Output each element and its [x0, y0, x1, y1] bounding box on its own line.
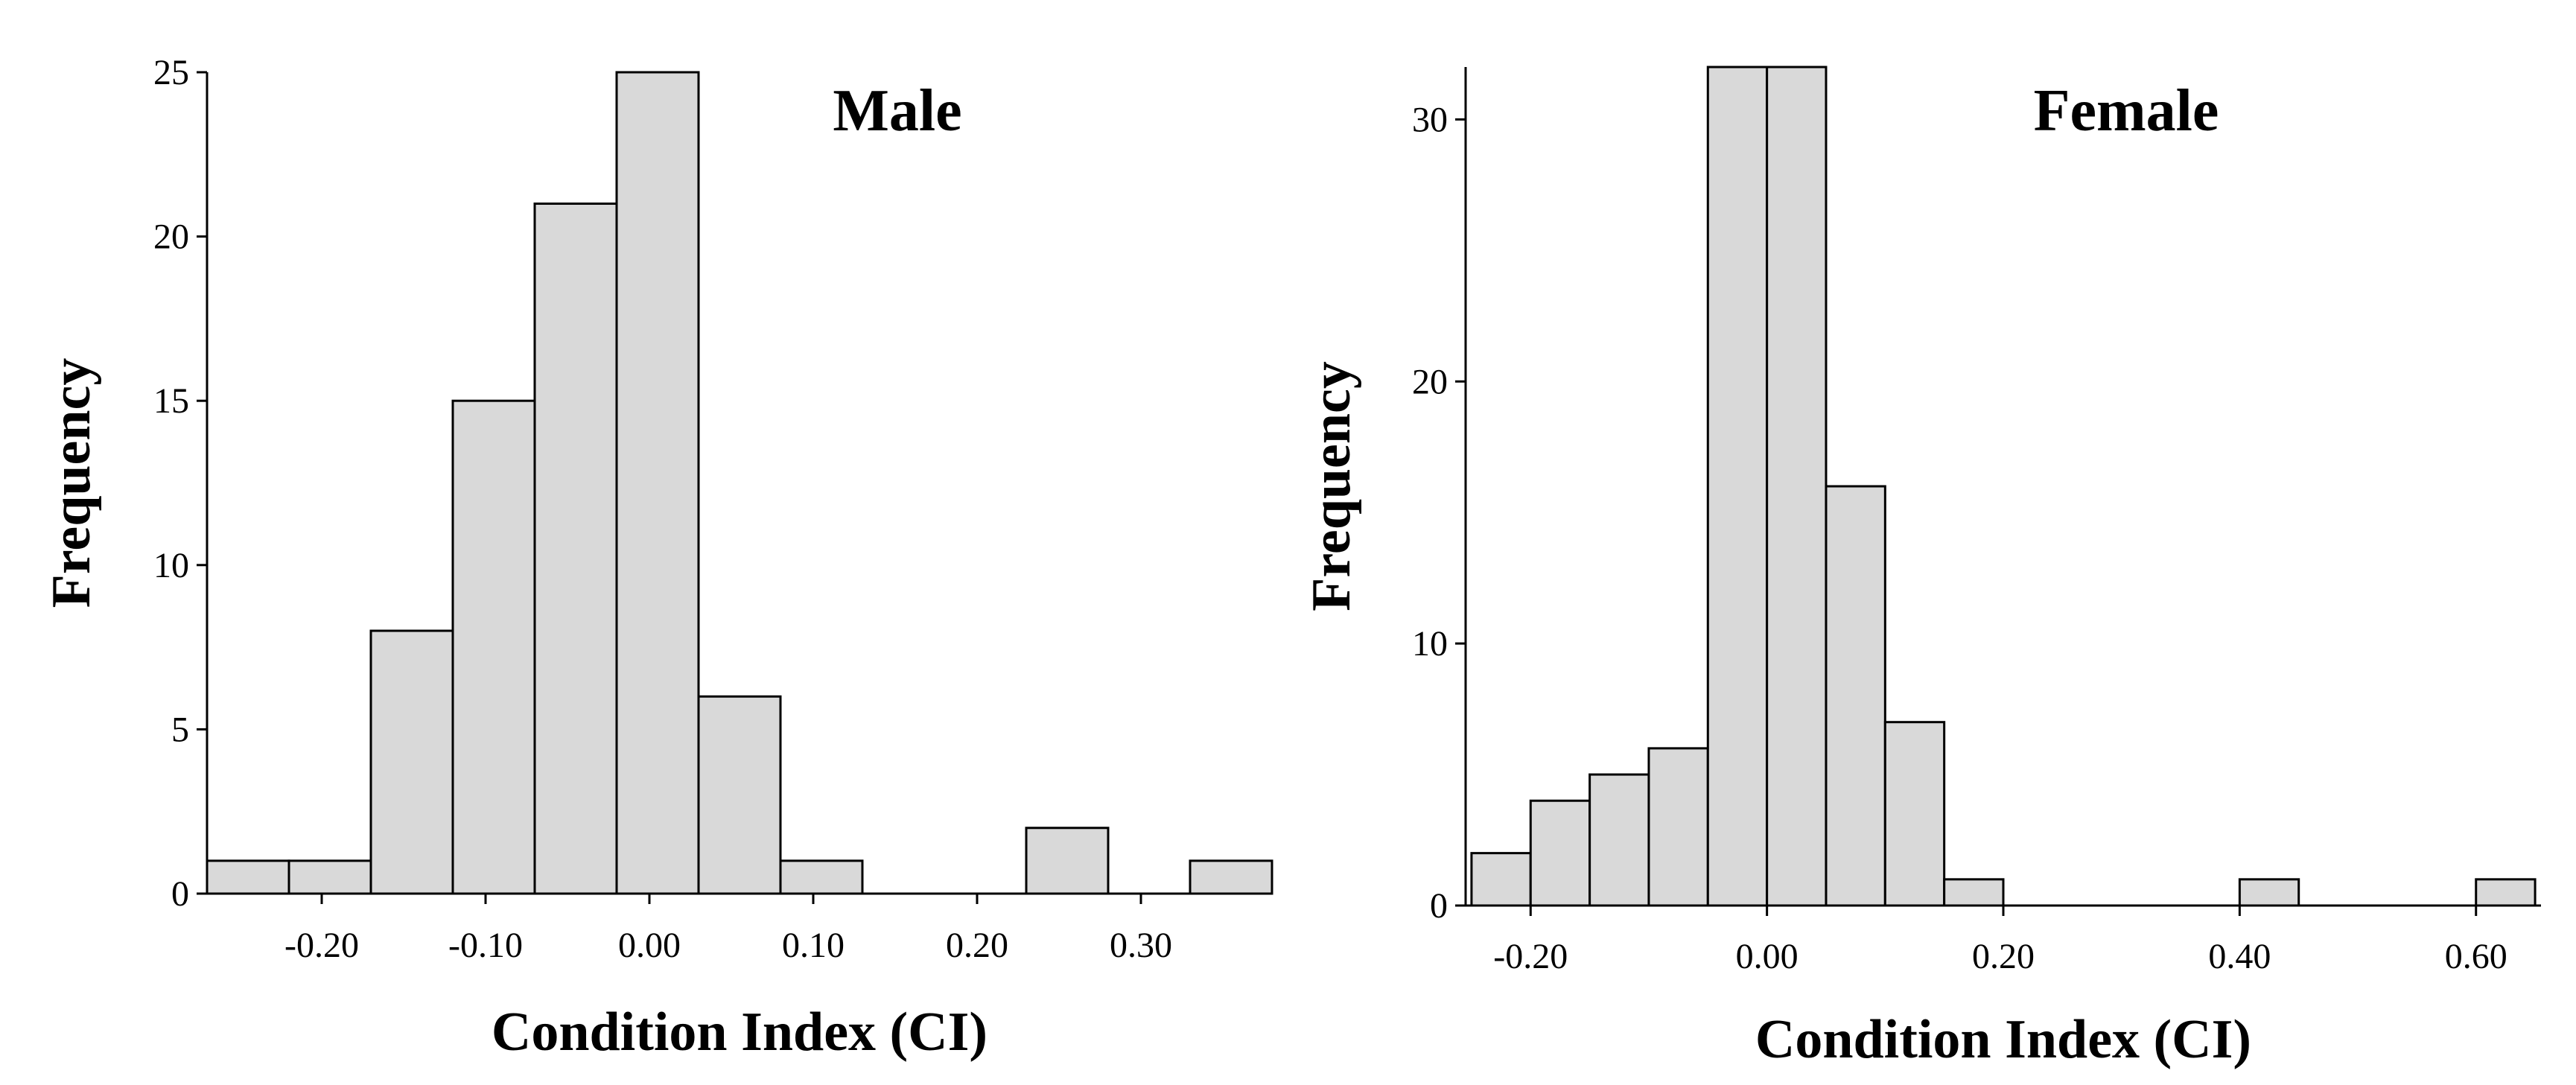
- female-x-tick-label: 0.00: [1736, 937, 1799, 976]
- male-x-tick-label: 0.30: [1110, 926, 1172, 965]
- female-bar: [1529, 799, 1591, 907]
- male-x-tick-label: 0.20: [946, 926, 1008, 965]
- female-panel-title: Female: [2034, 78, 2219, 144]
- female-y-tick-label: 20: [1412, 362, 1448, 401]
- male-bar: [697, 695, 782, 895]
- female-bar: [1470, 852, 1532, 907]
- male-y-tick-label: 15: [153, 381, 189, 421]
- male-bar: [206, 859, 290, 895]
- male-bar: [451, 399, 536, 895]
- female-y-tick-label: 10: [1412, 624, 1448, 664]
- male-x-tick-label: 0.00: [618, 926, 681, 965]
- female-bar: [1943, 878, 2005, 907]
- female-x-tick-label: 0.20: [1972, 937, 2035, 976]
- female-x-tick-label: -0.20: [1493, 937, 1568, 976]
- female-bar: [1825, 485, 1886, 907]
- male-y-tick-label: 20: [153, 217, 189, 257]
- male-x-axis-title: Condition Index (CI): [492, 1002, 988, 1063]
- female-y-tick-label: 30: [1412, 100, 1448, 139]
- male-bar: [615, 71, 700, 895]
- male-y-tick-label: 10: [153, 546, 189, 585]
- male-bar: [1025, 827, 1110, 895]
- female-bar: [1588, 773, 1650, 907]
- female-bar: [1706, 66, 1769, 907]
- male-bar: [533, 202, 618, 895]
- female-bar: [2238, 878, 2300, 907]
- female-bar: [1883, 721, 1946, 907]
- female-bar: [1647, 747, 1709, 907]
- male-bar: [1189, 859, 1273, 895]
- male-bar: [287, 859, 372, 895]
- female-x-tick-label: 0.40: [2208, 937, 2271, 976]
- female-histogram-panel: 0 10 20 30 -0.20 0.00 0.20 0.40 0.60 Female Condit…: [1301, 66, 2541, 1070]
- female-bar: [1766, 66, 1828, 907]
- female-bar: [2475, 878, 2537, 907]
- male-bar: [369, 629, 454, 895]
- male-bar: [779, 859, 864, 895]
- female-x-axis-title: Condition Index (CI): [1755, 1009, 2251, 1070]
- male-x-tick-label: 0.10: [782, 926, 845, 965]
- female-x-tick-label: 0.60: [2445, 937, 2507, 976]
- male-y-axis-title: Frequency: [41, 358, 102, 608]
- male-y-tick-label: 25: [153, 53, 189, 92]
- male-x-tick-label: -0.10: [448, 926, 523, 965]
- female-y-axis-title: Frequency: [1301, 361, 1362, 611]
- male-y-tick-label: 5: [171, 710, 189, 749]
- male-panel-title: Male: [833, 78, 961, 144]
- male-x-tick-label: -0.20: [284, 926, 359, 965]
- male-histogram-panel: 0 5 10 15 20 25 -0.20 -0.10 0.00 0.10 0.20 0.30 Male…: [41, 53, 1273, 1063]
- male-y-tick-label: 0: [171, 874, 189, 914]
- female-y-tick-label: 0: [1430, 886, 1448, 926]
